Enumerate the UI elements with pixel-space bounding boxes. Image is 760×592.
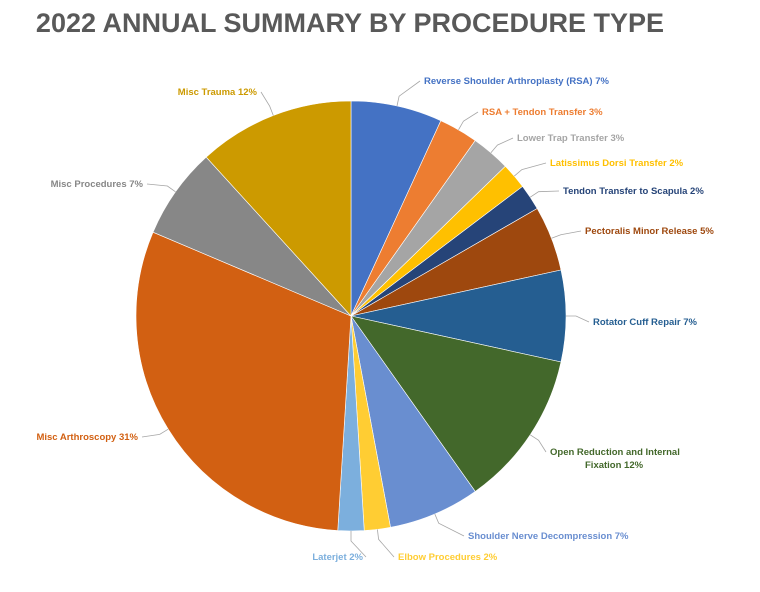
data-label: Open Reduction and Internal Fixation 12% [550,447,680,471]
leader-line [350,531,367,558]
data-label: Shoulder Nerve Decompression 7% [468,531,629,542]
leader-line [396,80,421,107]
leader-line [529,434,547,453]
leader-line [146,183,176,193]
leader-line [551,230,582,239]
leader-line [514,162,547,177]
leader-line [377,529,395,558]
data-label: Reverse Shoulder Arthroplasty (RSA) 7% [424,76,609,87]
data-label: Misc Arthroscopy 31% [36,432,138,443]
leader-line [529,190,560,198]
leader-line [141,428,169,438]
data-label: Tendon Transfer to Scapula 2% [563,186,704,197]
data-label: Misc Procedures 7% [51,179,144,190]
data-label: Pectoralis Minor Release 5% [585,226,714,237]
leader-line [490,137,514,153]
leader-line [434,513,465,537]
data-label: RSA + Tendon Transfer 3% [482,107,603,118]
pie-slice-misc-trauma [205,100,352,317]
data-label: Rotator Cuff Repair 7% [593,317,698,328]
pie-slice-misc-arthroscopy [135,231,352,531]
data-label: Latissimus Dorsi Transfer 2% [550,158,684,169]
pie-slice-open-reduction-and-internal-fixation [350,315,562,492]
leader-line [566,315,590,323]
data-label: Misc Trauma 12% [178,87,258,98]
data-label: Laterjet 2% [312,552,363,563]
data-label: Elbow Procedures 2% [398,552,498,563]
chart-title: 2022 ANNUAL SUMMARY BY PROCEDURE TYPE [35,8,665,38]
leader-line [260,91,274,116]
data-label: Lower Trap Transfer 3% [517,133,625,144]
leader-line [458,111,479,130]
